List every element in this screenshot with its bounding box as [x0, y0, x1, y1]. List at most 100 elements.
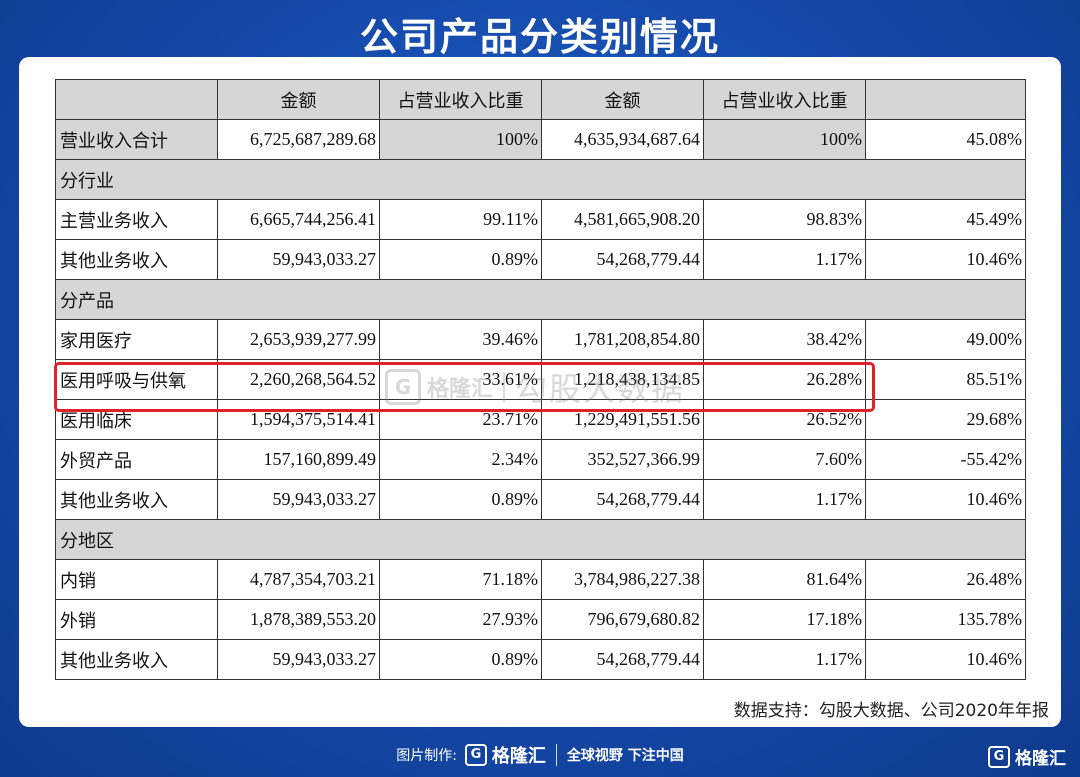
table-row: 其他业务收入 59,943,033.27 0.89% 54,268,779.44… — [55, 639, 1026, 680]
cell-share: 0.89% — [379, 239, 542, 280]
cell-share: 7.60% — [703, 439, 866, 480]
cell-growth: 29.68% — [865, 399, 1026, 440]
footer-brand: 格隆汇 — [491, 746, 546, 767]
row-label: 营业收入合计 — [55, 119, 218, 160]
cell-growth: -55.42% — [865, 439, 1026, 480]
table-row: 外贸产品 157,160,899.49 2.34% 352,527,366.99… — [55, 439, 1026, 480]
total-row: 营业收入合计 6,725,687,289.68 100% 4,635,934,6… — [55, 119, 1026, 160]
row-label: 内销 — [55, 559, 218, 600]
footer-bar: 图片制作: G 格隆汇 全球视野 下注中国 — [0, 738, 1080, 772]
cell-amount: 1,218,438,134.85 — [541, 359, 704, 400]
cell-amount: 4,787,354,703.21 — [217, 559, 380, 600]
cell-share: 100% — [703, 119, 866, 160]
cell-amount: 6,725,687,289.68 — [217, 119, 380, 160]
cell-amount: 157,160,899.49 — [217, 439, 380, 480]
corner-brand: G 格隆汇 — [988, 744, 1066, 769]
cell-share: 26.28% — [703, 359, 866, 400]
cell-share: 71.18% — [379, 559, 542, 600]
header-cell: 金额 — [541, 79, 704, 120]
cell-amount: 4,581,665,908.20 — [541, 199, 704, 240]
cell-growth: 10.46% — [865, 239, 1026, 280]
footer-divider — [555, 744, 557, 766]
cell-growth: 10.46% — [865, 479, 1026, 520]
row-label: 家用医疗 — [55, 319, 218, 360]
made-by-label: 图片制作: — [396, 748, 457, 764]
cell-share: 100% — [379, 119, 542, 160]
row-label: 其他业务收入 — [55, 479, 218, 520]
cell-share: 0.89% — [379, 639, 542, 680]
cell-amount: 59,943,033.27 — [217, 639, 380, 680]
cell-amount: 54,268,779.44 — [541, 479, 704, 520]
row-label: 外销 — [55, 599, 218, 640]
cell-amount: 796,679,680.82 — [541, 599, 704, 640]
cell-amount: 54,268,779.44 — [541, 639, 704, 680]
header-cell — [55, 79, 218, 120]
cell-growth: 26.48% — [865, 559, 1026, 600]
cell-amount: 3,784,986,227.38 — [541, 559, 704, 600]
row-label: 其他业务收入 — [55, 639, 218, 680]
cell-share: 1.17% — [703, 479, 866, 520]
footer-slogan: 全球视野 下注中国 — [566, 748, 684, 764]
cell-share: 1.17% — [703, 239, 866, 280]
corner-brand-text: 格隆汇 — [1015, 749, 1066, 769]
row-label: 医用呼吸与供氧 — [55, 359, 218, 400]
cell-amount: 6,665,744,256.41 — [217, 199, 380, 240]
section-row: 分产品 — [55, 279, 1026, 320]
cell-share: 39.46% — [379, 319, 542, 360]
revenue-table: 金额 占营业收入比重 金额 占营业收入比重 营业收入合计 6,725,687,2… — [55, 79, 1026, 680]
cell-share: 1.17% — [703, 639, 866, 680]
header-cell — [865, 79, 1026, 120]
cell-growth: 45.08% — [865, 119, 1026, 160]
section-row: 分行业 — [55, 159, 1026, 200]
section-label: 分产品 — [55, 279, 1026, 320]
table-row: 主营业务收入 6,665,744,256.41 99.11% 4,581,665… — [55, 199, 1026, 240]
header-cell: 占营业收入比重 — [703, 79, 866, 120]
section-label: 分地区 — [55, 519, 1026, 560]
cell-share: 99.11% — [379, 199, 542, 240]
cell-amount: 352,527,366.99 — [541, 439, 704, 480]
cell-amount: 1,781,208,854.80 — [541, 319, 704, 360]
cell-share: 23.71% — [379, 399, 542, 440]
cell-amount: 1,878,389,553.20 — [217, 599, 380, 640]
cell-amount: 59,943,033.27 — [217, 479, 380, 520]
cell-amount: 59,943,033.27 — [217, 239, 380, 280]
row-label: 外贸产品 — [55, 439, 218, 480]
header-cell: 金额 — [217, 79, 380, 120]
cell-amount: 54,268,779.44 — [541, 239, 704, 280]
cell-amount: 1,229,491,551.56 — [541, 399, 704, 440]
cell-share: 17.18% — [703, 599, 866, 640]
cell-share: 98.83% — [703, 199, 866, 240]
cell-amount: 2,260,268,564.52 — [217, 359, 380, 400]
row-label: 主营业务收入 — [55, 199, 218, 240]
table-row: 其他业务收入 59,943,033.27 0.89% 54,268,779.44… — [55, 479, 1026, 520]
cell-share: 81.64% — [703, 559, 866, 600]
cell-share: 26.52% — [703, 399, 866, 440]
table-row-highlighted: 医用呼吸与供氧 2,260,268,564.52 33.61% 1,218,43… — [55, 359, 1026, 400]
cell-amount: 2,653,939,277.99 — [217, 319, 380, 360]
table-row: 内销 4,787,354,703.21 71.18% 3,784,986,227… — [55, 559, 1026, 600]
row-label: 其他业务收入 — [55, 239, 218, 280]
header-row: 金额 占营业收入比重 金额 占营业收入比重 — [55, 79, 1026, 120]
cell-growth: 135.78% — [865, 599, 1026, 640]
cell-growth: 85.51% — [865, 359, 1026, 400]
cell-growth: 45.49% — [865, 199, 1026, 240]
cell-share: 2.34% — [379, 439, 542, 480]
table-row: 医用临床 1,594,375,514.41 23.71% 1,229,491,5… — [55, 399, 1026, 440]
gelonghui-logo-icon: G — [464, 744, 487, 766]
header-cell: 占营业收入比重 — [379, 79, 542, 120]
table-row: 外销 1,878,389,553.20 27.93% 796,679,680.8… — [55, 599, 1026, 640]
table-row: 其他业务收入 59,943,033.27 0.89% 54,268,779.44… — [55, 239, 1026, 280]
section-label: 分行业 — [55, 159, 1026, 200]
data-source-note: 数据支持：勾股大数据、公司2020年年报 — [733, 701, 1049, 721]
cell-growth: 49.00% — [865, 319, 1026, 360]
cell-amount: 1,594,375,514.41 — [217, 399, 380, 440]
section-row: 分地区 — [55, 519, 1026, 560]
cell-share: 0.89% — [379, 479, 542, 520]
gelonghui-logo-icon: G — [988, 745, 1010, 768]
cell-amount: 4,635,934,687.64 — [541, 119, 704, 160]
table-row: 家用医疗 2,653,939,277.99 39.46% 1,781,208,8… — [55, 319, 1026, 360]
page-title: 公司产品分类别情况 — [359, 15, 720, 59]
table-card: 金额 占营业收入比重 金额 占营业收入比重 营业收入合计 6,725,687,2… — [19, 57, 1061, 727]
cell-share: 27.93% — [379, 599, 542, 640]
row-label: 医用临床 — [55, 399, 218, 440]
